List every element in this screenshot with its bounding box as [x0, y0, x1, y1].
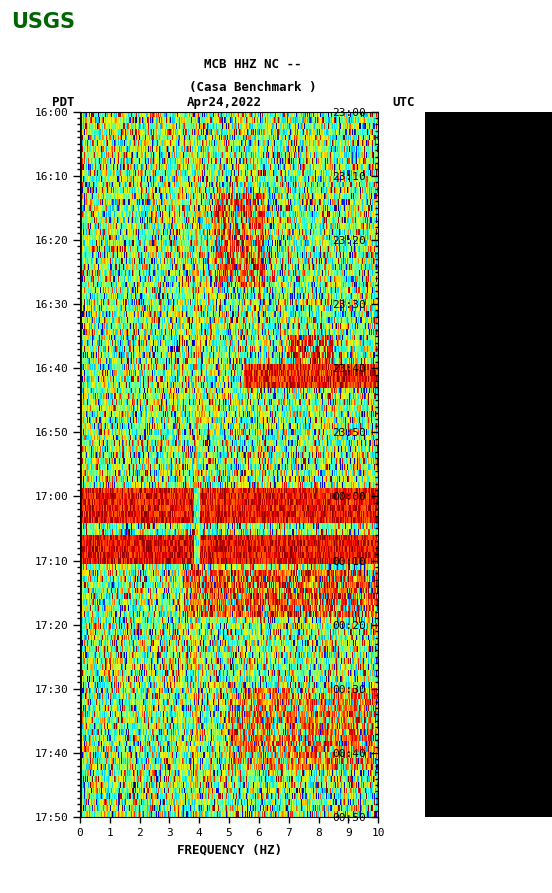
Text: USGS: USGS	[11, 13, 75, 32]
Text: MCB HHZ NC --: MCB HHZ NC --	[204, 58, 301, 71]
Text: (Casa Benchmark ): (Casa Benchmark )	[189, 80, 316, 94]
Text: Apr24,2022: Apr24,2022	[187, 96, 261, 109]
Text: PDT: PDT	[52, 96, 75, 109]
Text: UTC: UTC	[392, 96, 415, 109]
X-axis label: FREQUENCY (HZ): FREQUENCY (HZ)	[177, 843, 282, 856]
